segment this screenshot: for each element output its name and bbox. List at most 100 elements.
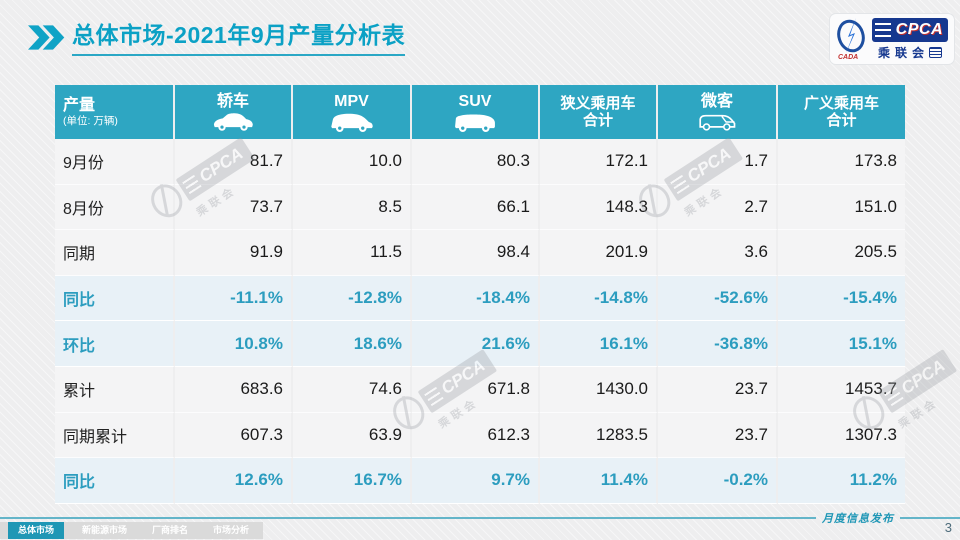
table-cell: 16.7%	[293, 458, 412, 504]
cpca-brand-cn: 乘联会	[877, 45, 929, 60]
cpca-emblem-icon: CADA	[837, 18, 865, 61]
mpv-icon	[330, 113, 373, 132]
tab-nev-market[interactable]: 新能源市场	[82, 525, 128, 535]
col-label: 微客	[700, 92, 733, 110]
table-cell: 173.8	[778, 139, 905, 185]
cpca-brand-cn-row: 乘联会	[878, 44, 942, 61]
table-cell: 148.3	[540, 184, 658, 231]
corner-unit: (单位: 万辆)	[63, 114, 118, 127]
table-cell: 12.6%	[175, 458, 293, 504]
double-chevron-icon	[28, 25, 65, 50]
table-cell: 63.9	[293, 412, 412, 459]
tab-overall-market[interactable]: 总体市场	[8, 522, 65, 539]
table-cell: 73.7	[175, 184, 293, 231]
col-header-sedan: 轿车	[175, 85, 293, 139]
table-cell: 91.9	[175, 230, 293, 276]
table-cell: 81.7	[175, 139, 293, 185]
table-cell: -52.6%	[658, 275, 778, 322]
table-cell: 612.3	[412, 412, 540, 459]
release-label: 月度信息发布	[822, 512, 894, 525]
row-label: 8月份	[55, 184, 175, 231]
table-cell: -0.2%	[658, 458, 778, 504]
table-cell: 1430.0	[540, 366, 658, 413]
table-cell: 23.7	[658, 366, 778, 413]
row-label: 同期	[55, 230, 175, 276]
cpca-logo-text: CPCA 乘联会	[872, 17, 948, 61]
cpca-brand: CPCA	[895, 20, 943, 38]
footer-nav: 总体市场 新能源市场 厂商排名 市场分析	[0, 522, 263, 539]
table-cell: 201.9	[540, 230, 658, 276]
footer-rule-right	[900, 517, 960, 519]
table-cell: 10.8%	[175, 321, 293, 367]
table-cell: 3.6	[658, 230, 778, 276]
table-cell: -15.4%	[778, 275, 905, 322]
table-cell: -18.4%	[412, 275, 540, 322]
col-header-minibus: 微客	[658, 85, 778, 139]
row-label: 环比	[55, 321, 175, 367]
table-cell: 1283.5	[540, 412, 658, 459]
row-label: 同期累计	[55, 412, 175, 459]
row-label: 同比	[55, 458, 175, 504]
footer-rule	[0, 517, 816, 519]
table-cell: 23.7	[658, 412, 778, 459]
col-label: 广义乘用车	[803, 95, 879, 112]
table-cell: 16.1%	[540, 321, 658, 367]
table-cell: 671.8	[412, 366, 540, 413]
table-cell: -11.1%	[175, 275, 293, 322]
row-label: 9月份	[55, 139, 175, 185]
table-cell: 11.5	[293, 230, 412, 276]
table-cell: 8.5	[293, 184, 412, 231]
table-corner-header: 产量 (单位: 万辆)	[55, 85, 175, 139]
van-icon	[699, 114, 736, 131]
table-cell: 98.4	[412, 230, 540, 276]
col-label: MPV	[334, 92, 369, 110]
title-rest: -2021年9月产量分析表	[166, 22, 406, 48]
production-table: 产量 (单位: 万辆) 轿车 MPV SUV	[55, 85, 905, 504]
table-cell: -14.8%	[540, 275, 658, 322]
table-cell: 1.7	[658, 139, 778, 185]
corner-title: 产量	[63, 96, 96, 114]
table-cell: -36.8%	[658, 321, 778, 367]
col-header-bpv-total: 广义乘用车 合计	[778, 85, 905, 139]
col-label: 狭义乘用车	[560, 95, 636, 112]
table-cell: 74.6	[293, 366, 412, 413]
col-header-mpv: MPV	[293, 85, 412, 139]
table-cell: 11.2%	[778, 458, 905, 504]
cpca-logo: CADA CPCA 乘联会	[830, 14, 954, 64]
table-cell: 172.1	[540, 139, 658, 185]
table-cell: 15.1%	[778, 321, 905, 367]
col-label: 轿车	[216, 92, 249, 110]
table-cell: 80.3	[412, 139, 540, 185]
table-cell: 205.5	[778, 230, 905, 276]
sedan-icon	[213, 112, 253, 131]
table-cell: 10.0	[293, 139, 412, 185]
col-label-line2: 合计	[826, 112, 857, 129]
col-label: SUV	[458, 92, 492, 110]
table-cell: 151.0	[778, 184, 905, 231]
table-cell: 11.4%	[540, 458, 658, 504]
col-header-suv: SUV	[412, 85, 540, 139]
title-block: 总体市场-2021年9月产量分析表	[28, 22, 406, 56]
table-cell: -12.8%	[293, 275, 412, 322]
tab-market-analysis[interactable]: 市场分析	[213, 525, 250, 535]
row-label: 累计	[55, 366, 175, 413]
page-title: 总体市场-2021年9月产量分析表	[72, 22, 406, 56]
table-cell: 1307.3	[778, 412, 905, 459]
table-cell: 18.6%	[293, 321, 412, 367]
tab-oem-ranking[interactable]: 厂商排名	[152, 525, 189, 535]
suv-icon	[455, 114, 495, 132]
cpca-brand-box: CPCA	[872, 17, 948, 42]
col-header-npv-total: 狭义乘用车 合计	[540, 85, 658, 139]
table-cell: 683.6	[175, 366, 293, 413]
col-label-line2: 合计	[582, 112, 613, 129]
svg-text:CADA: CADA	[838, 54, 858, 61]
grille-icon	[929, 46, 942, 58]
table-cell: 66.1	[412, 184, 540, 231]
table-cell: 2.7	[658, 184, 778, 231]
table-cell: 607.3	[175, 412, 293, 459]
title-prefix: 总体市场	[72, 22, 166, 48]
table-cell: 9.7%	[412, 458, 540, 504]
row-label: 同比	[55, 275, 175, 322]
table-cell: 21.6%	[412, 321, 540, 367]
